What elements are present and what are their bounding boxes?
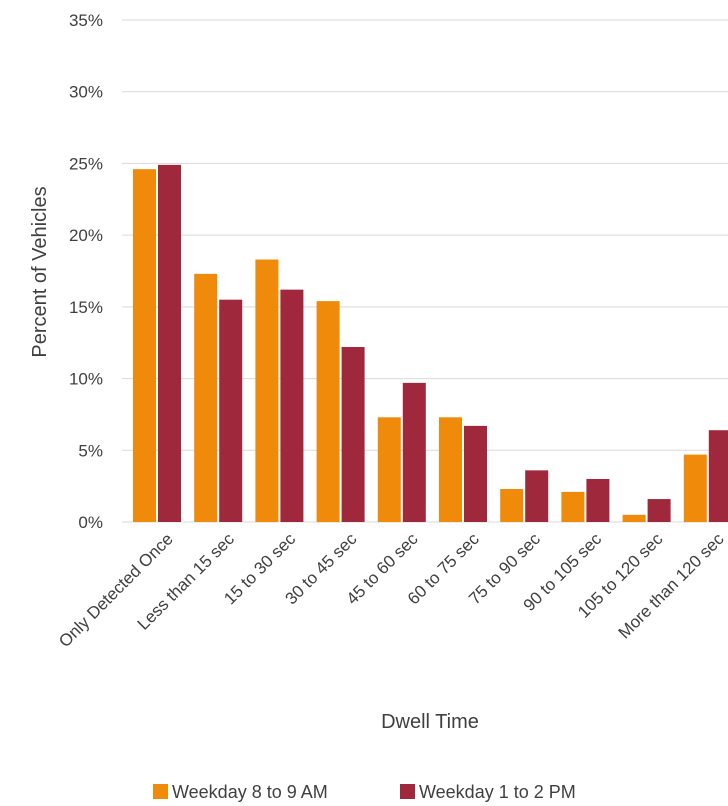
y-tick-label: 30% <box>69 83 103 102</box>
bar-weekday-1-to-2-pm <box>647 499 671 522</box>
x-tick-label: More than 120 sec <box>615 529 728 642</box>
y-tick-label: 10% <box>69 370 103 389</box>
y-tick-label: 35% <box>69 11 103 30</box>
y-tick-label: 20% <box>69 226 103 245</box>
bar-weekday-8-to-9-am <box>500 489 524 522</box>
legend-swatch <box>153 784 168 799</box>
legend-label: Weekday 8 to 9 AM <box>172 782 328 802</box>
bar-weekday-8-to-9-am <box>622 514 646 522</box>
legend: Weekday 8 to 9 AM Weekday 1 to 2 PM <box>153 782 576 802</box>
bars <box>133 164 728 522</box>
bar-weekday-1-to-2-pm <box>464 425 487 522</box>
bar-weekday-1-to-2-pm <box>280 289 304 522</box>
bar-weekday-1-to-2-pm <box>708 430 728 522</box>
bar-weekday-1-to-2-pm <box>402 382 426 522</box>
y-tick-label: 0% <box>78 513 103 532</box>
bar-weekday-8-to-9-am <box>439 417 462 522</box>
legend-swatch <box>400 784 415 799</box>
y-tick-label: 5% <box>78 441 103 460</box>
legend-label: Weekday 1 to 2 PM <box>419 782 576 802</box>
y-axis-tick-labels: 0% 5% 10% 15% 20% 25% 30% 35% <box>69 11 103 532</box>
bar-weekday-8-to-9-am <box>316 301 340 522</box>
y-tick-label: 15% <box>69 298 103 317</box>
x-tick-label: Only Detected Once <box>55 529 177 651</box>
bar-weekday-1-to-2-pm <box>158 164 181 522</box>
bar-weekday-8-to-9-am <box>561 491 585 522</box>
bar-weekday-1-to-2-pm <box>586 478 610 522</box>
bar-weekday-8-to-9-am <box>377 417 401 522</box>
x-axis-title: Dwell Time <box>381 711 479 733</box>
bar-weekday-8-to-9-am <box>133 169 156 522</box>
bar-weekday-8-to-9-am <box>255 259 279 522</box>
bar-weekday-1-to-2-pm <box>525 470 549 522</box>
bar-weekday-1-to-2-pm <box>341 347 365 522</box>
bar-weekday-1-to-2-pm <box>219 299 243 522</box>
bar-weekday-8-to-9-am <box>194 273 218 522</box>
y-axis-title: Percent of Vehicles <box>29 186 51 357</box>
y-tick-label: 25% <box>69 154 103 173</box>
bar-weekday-8-to-9-am <box>683 454 707 522</box>
